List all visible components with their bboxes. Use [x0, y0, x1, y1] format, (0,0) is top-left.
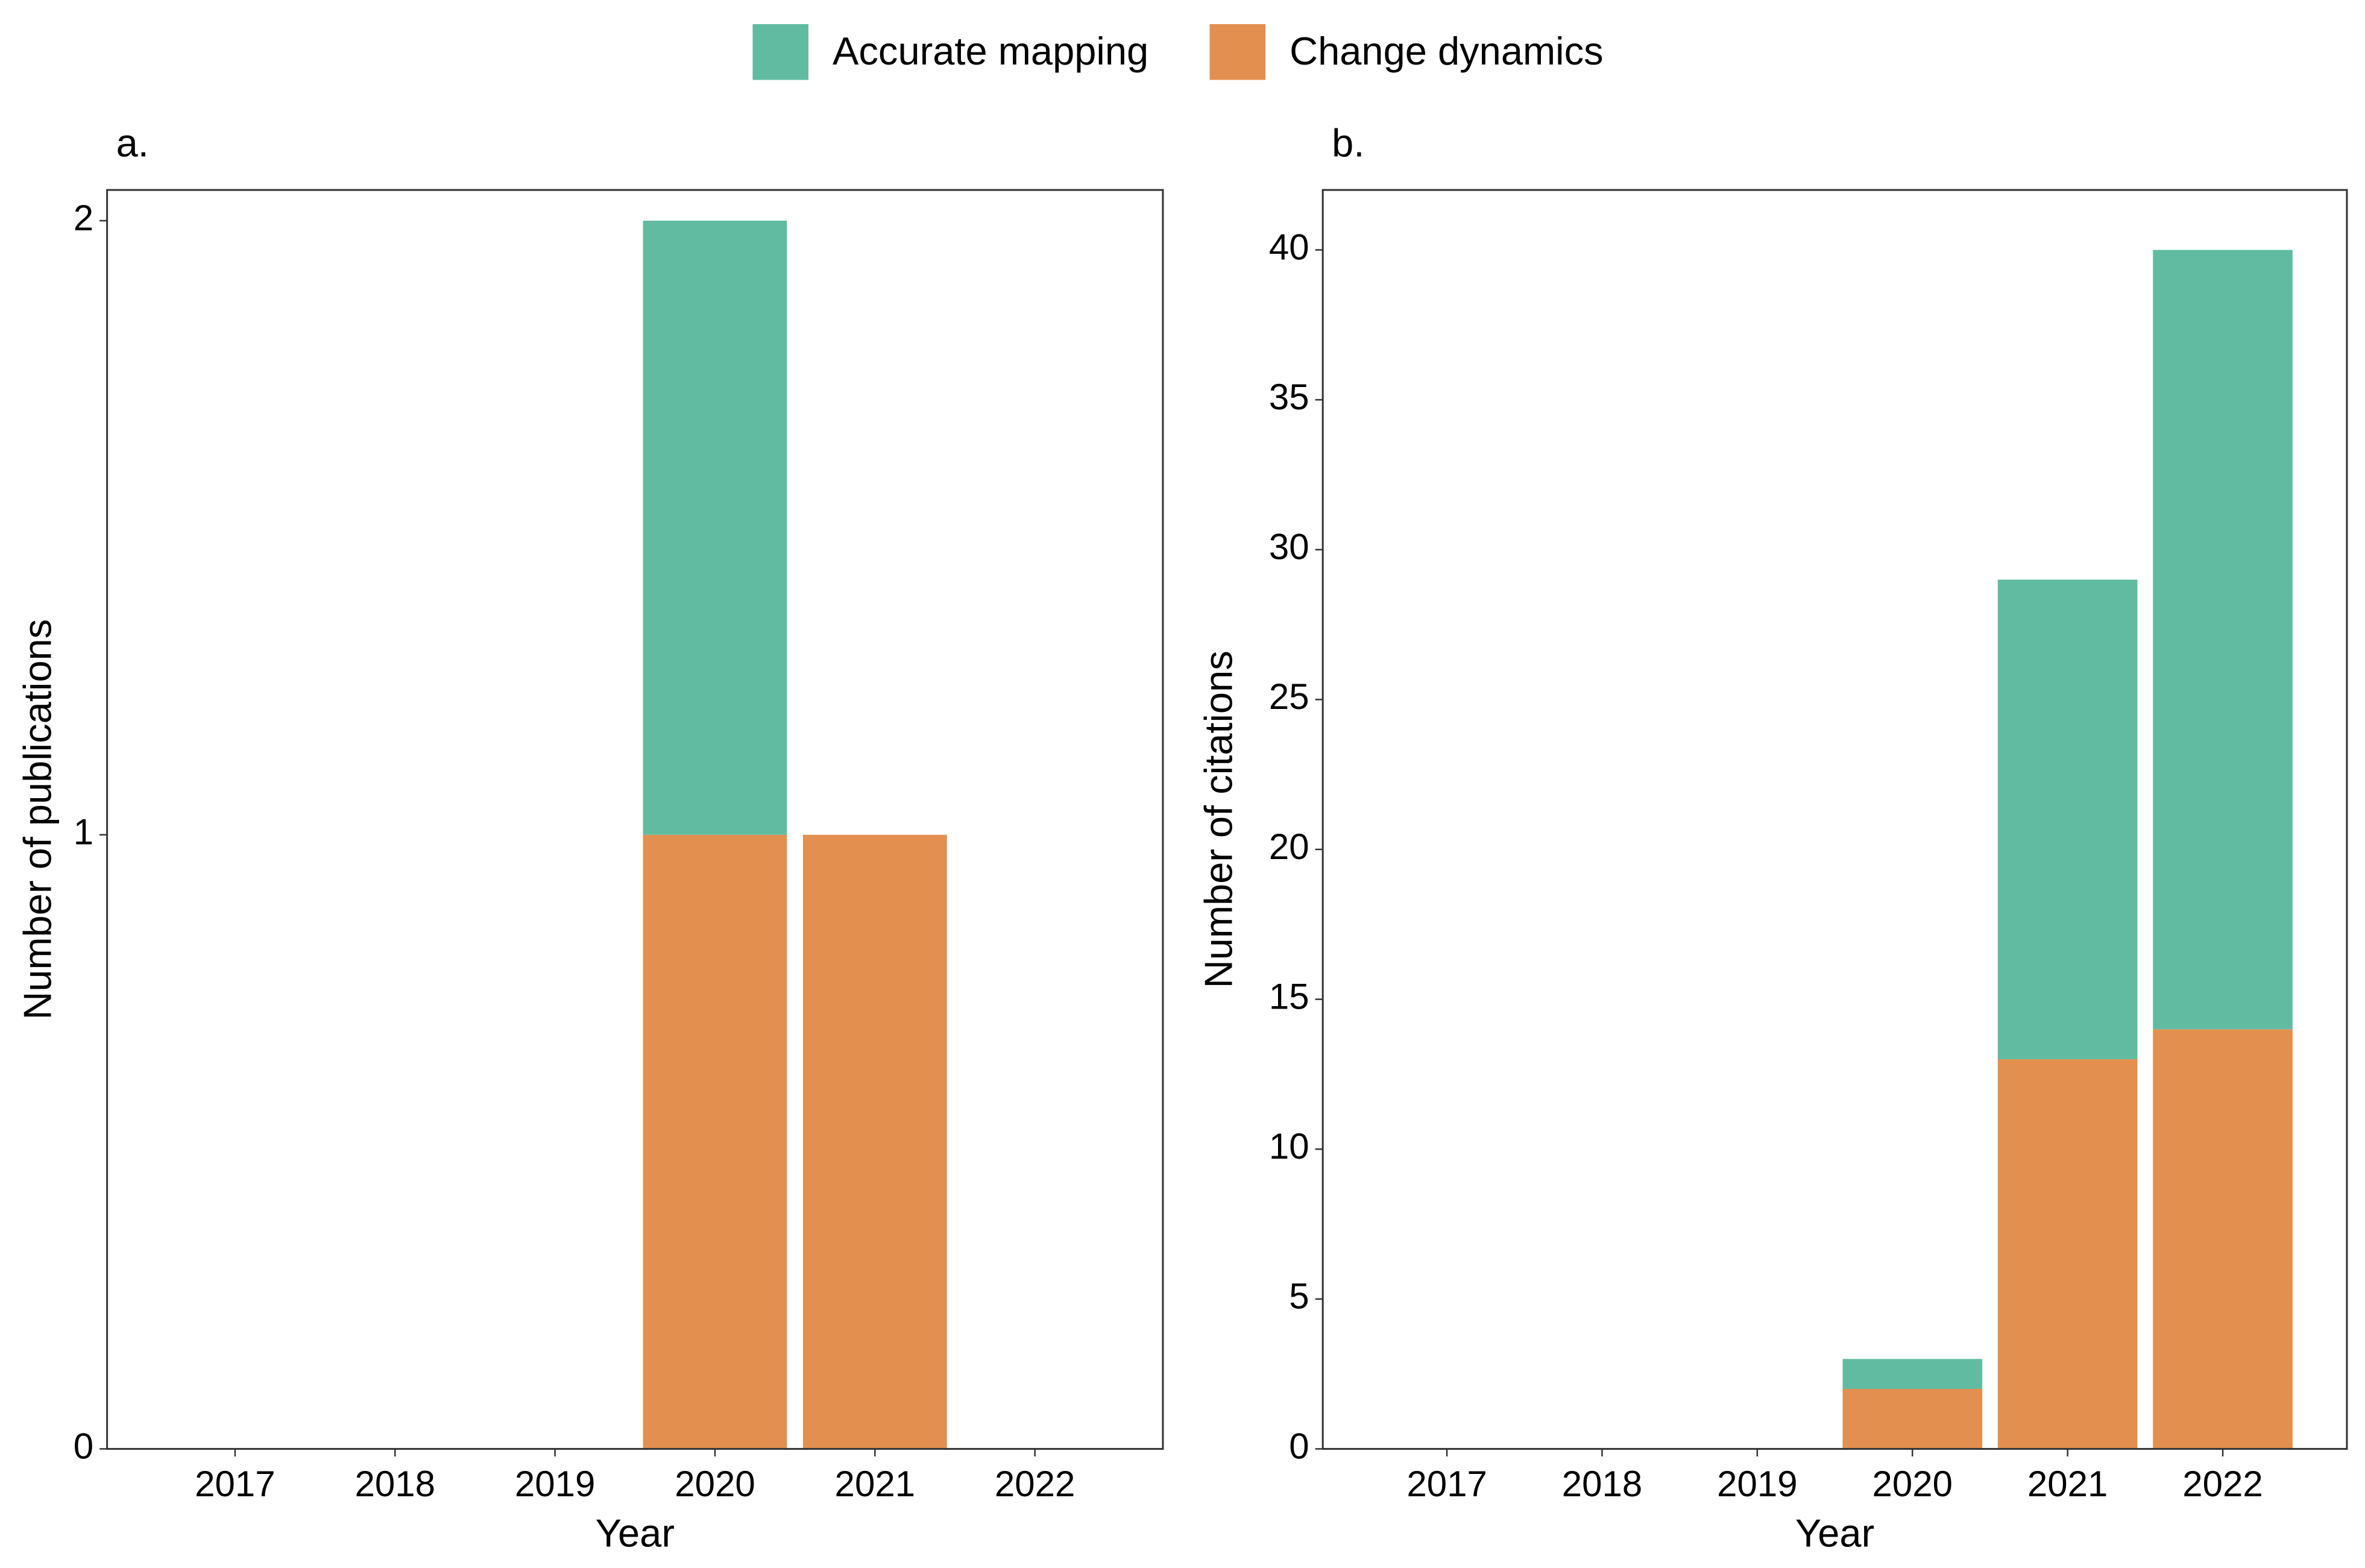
bar-segment	[1997, 579, 2138, 1060]
x-tick-label: 2017	[1406, 1464, 1487, 1504]
y-tick-label: 25	[1269, 676, 1309, 717]
y-tick-label: 0	[1289, 1426, 1309, 1466]
bar-segment	[1842, 1388, 1983, 1449]
legend-label: Accurate mapping	[833, 29, 1148, 73]
x-tick-label: 2021	[835, 1464, 916, 1504]
panel-title: a.	[116, 121, 149, 165]
bar-segment	[1997, 1059, 2138, 1449]
x-tick-label: 2020	[1872, 1464, 1953, 1504]
x-tick-label: 2018	[355, 1464, 436, 1504]
y-tick-label: 20	[1269, 827, 1309, 867]
x-tick-label: 2020	[675, 1464, 755, 1504]
bar-segment	[643, 221, 787, 835]
bar-segment	[802, 834, 947, 1449]
y-tick-label: 1	[74, 812, 93, 852]
bar-segment	[1842, 1359, 1983, 1389]
y-tick-label: 0	[74, 1426, 93, 1466]
y-axis-title: Number of citations	[1197, 650, 1241, 988]
y-tick-label: 2	[74, 198, 93, 238]
plot-frame	[106, 189, 1164, 1450]
x-axis-title: Year	[596, 1511, 675, 1555]
y-tick-label: 5	[1289, 1276, 1309, 1317]
legend-label: Change dynamics	[1290, 29, 1604, 73]
y-tick-label: 40	[1269, 227, 1309, 267]
plot-frame	[1321, 189, 2348, 1450]
legend-swatch	[752, 24, 809, 80]
x-tick-label: 2018	[1562, 1464, 1643, 1504]
x-tick-label: 2021	[2027, 1464, 2108, 1504]
x-tick-label: 2019	[515, 1464, 596, 1504]
x-tick-label: 2022	[2182, 1464, 2263, 1504]
y-tick-label: 35	[1269, 377, 1309, 417]
legend-swatch	[1209, 24, 1266, 80]
x-axis-title: Year	[1795, 1511, 1874, 1555]
bar-segment	[643, 834, 787, 1449]
x-tick-label: 2017	[195, 1464, 276, 1504]
bar-segment	[2153, 250, 2293, 1030]
y-tick-label: 10	[1269, 1126, 1309, 1167]
y-axis-title: Number of publications	[16, 619, 60, 1020]
x-tick-label: 2019	[1717, 1464, 1798, 1504]
x-tick-label: 2022	[995, 1464, 1075, 1504]
y-tick-label: 30	[1269, 527, 1309, 567]
bar-segment	[2153, 1029, 2293, 1449]
panel-title: b.	[1332, 121, 1364, 165]
y-tick-label: 15	[1269, 976, 1309, 1016]
